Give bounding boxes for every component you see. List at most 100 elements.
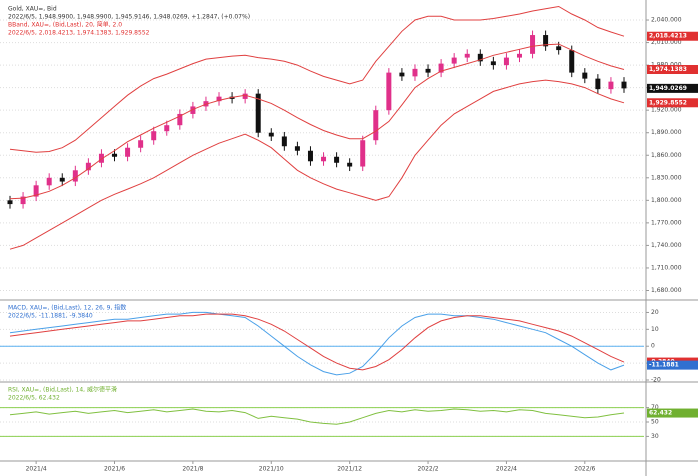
candle-body bbox=[386, 72, 392, 111]
y-tick-label: 2,010.000 bbox=[651, 39, 682, 46]
candle-body bbox=[151, 131, 157, 141]
legend-text: BBand, XAU=, (Bid,Last), 20, 简单, 2.0 bbox=[8, 21, 122, 29]
y-tick-label: 70 bbox=[651, 404, 659, 411]
price-label-box bbox=[647, 83, 698, 93]
candle-body bbox=[255, 93, 261, 133]
candle-body bbox=[530, 35, 536, 54]
candle-body bbox=[477, 53, 483, 62]
series-line bbox=[9, 5, 625, 153]
x-tick-label: 2021/4 bbox=[26, 466, 47, 473]
candle-body bbox=[59, 177, 65, 182]
x-tick-label: 2022/2 bbox=[417, 466, 438, 473]
candle-body bbox=[373, 110, 379, 141]
legend-text: 2022/6/5, 1,948.9900, 1,948.9900, 1,945.… bbox=[8, 14, 250, 21]
candle-body bbox=[177, 113, 183, 126]
price-label-box bbox=[647, 31, 698, 41]
price-label: 1,949.0269 bbox=[649, 85, 687, 92]
price-label-box bbox=[647, 65, 698, 75]
y-tick-label: 1,680.000 bbox=[651, 287, 682, 294]
y-tick-label: 1,770.000 bbox=[651, 219, 682, 226]
candle-body bbox=[98, 153, 104, 163]
candle-body bbox=[46, 177, 52, 186]
y-tick-label: 1,860.000 bbox=[651, 152, 682, 159]
candle-body bbox=[543, 35, 549, 47]
series-line bbox=[9, 43, 625, 200]
legend-text: Gold, XAU=, Bid bbox=[8, 6, 57, 13]
candle-body bbox=[125, 147, 131, 157]
price-label: 62.432 bbox=[649, 410, 672, 417]
y-tick-label: 1,920.000 bbox=[651, 107, 682, 114]
candle-body bbox=[307, 150, 313, 162]
candle-body bbox=[608, 81, 614, 90]
candle-body bbox=[281, 136, 287, 147]
series-line bbox=[9, 313, 625, 371]
legend-text: 2022/6/5, 2,018.4213, 1,974.1383, 1,929.… bbox=[8, 30, 150, 37]
x-tick-label: 2022/4 bbox=[496, 466, 517, 473]
candle-body bbox=[516, 53, 522, 58]
candle-body bbox=[164, 125, 170, 132]
candle-body bbox=[556, 46, 562, 51]
candle-body bbox=[621, 81, 627, 89]
y-tick-label: -20 bbox=[651, 377, 661, 384]
price-label: 2,018.4213 bbox=[649, 33, 687, 40]
x-tick-label: 2021/8 bbox=[182, 466, 203, 473]
y-tick-label: 1,710.000 bbox=[651, 264, 682, 271]
price-label-box bbox=[647, 98, 698, 108]
candle-body bbox=[399, 72, 405, 77]
x-tick-label: 2021/12 bbox=[337, 466, 362, 473]
legend-text: 2022/6/5, 62.432 bbox=[8, 395, 60, 402]
candle-body bbox=[268, 132, 274, 137]
price-label: 1,974.1383 bbox=[649, 66, 687, 73]
candle-body bbox=[138, 140, 144, 148]
legend-text: MACD, XAU=, (Bid,Last), 12, 26, 9, 指数 bbox=[8, 304, 126, 312]
price-label-box bbox=[647, 360, 698, 370]
candle-body bbox=[321, 156, 327, 162]
candle-body bbox=[425, 68, 431, 73]
candle-body bbox=[595, 78, 601, 90]
x-tick-label: 2021/6 bbox=[104, 466, 125, 473]
candle-body bbox=[569, 50, 575, 73]
price-label: 1,929.8552 bbox=[649, 99, 687, 106]
candle-body bbox=[451, 57, 457, 64]
candle-body bbox=[33, 185, 39, 197]
y-tick-label: 0 bbox=[651, 343, 655, 350]
y-tick-label: 1,830.000 bbox=[651, 174, 682, 181]
legend-text: 2022/6/5, -11.1881, -9.3840 bbox=[8, 313, 93, 320]
x-tick-label: 2022/6 bbox=[574, 466, 595, 473]
legend-text: RSI, XAU=, (Bid,Last), 14, 威尔德平滑 bbox=[8, 386, 117, 394]
candle-body bbox=[334, 156, 340, 163]
series-line bbox=[9, 79, 625, 250]
candle-body bbox=[347, 162, 353, 167]
y-tick-label: 50 bbox=[651, 419, 659, 426]
y-tick-label: 1,800.000 bbox=[651, 197, 682, 204]
candle-body bbox=[72, 170, 78, 182]
candle-body bbox=[190, 106, 196, 114]
candle-body bbox=[438, 63, 444, 73]
candle-body bbox=[412, 68, 418, 77]
series-line bbox=[9, 408, 625, 425]
series-line bbox=[9, 311, 625, 376]
candle-body bbox=[490, 61, 496, 66]
y-tick-label: 2,040.000 bbox=[651, 17, 682, 24]
candle-body bbox=[7, 200, 13, 205]
candle-body bbox=[20, 196, 26, 205]
y-tick-label: 20 bbox=[651, 309, 659, 316]
y-tick-label: 30 bbox=[651, 433, 659, 440]
candle-body bbox=[503, 57, 509, 66]
candle-body bbox=[464, 53, 470, 58]
candle-body bbox=[216, 96, 222, 102]
y-tick-label: 1,890.000 bbox=[651, 129, 682, 136]
candle-body bbox=[112, 153, 118, 157]
candle-body bbox=[294, 146, 300, 151]
candle-body bbox=[242, 93, 248, 99]
candle-body bbox=[582, 72, 588, 79]
candle-body bbox=[360, 140, 366, 167]
price-label: -11.1881 bbox=[649, 362, 679, 369]
y-tick-label: 10 bbox=[651, 326, 659, 333]
x-tick-label: 2021/10 bbox=[259, 466, 284, 473]
price-label-box bbox=[647, 408, 698, 418]
y-tick-label: 1,740.000 bbox=[651, 242, 682, 249]
candle-body bbox=[85, 162, 91, 171]
